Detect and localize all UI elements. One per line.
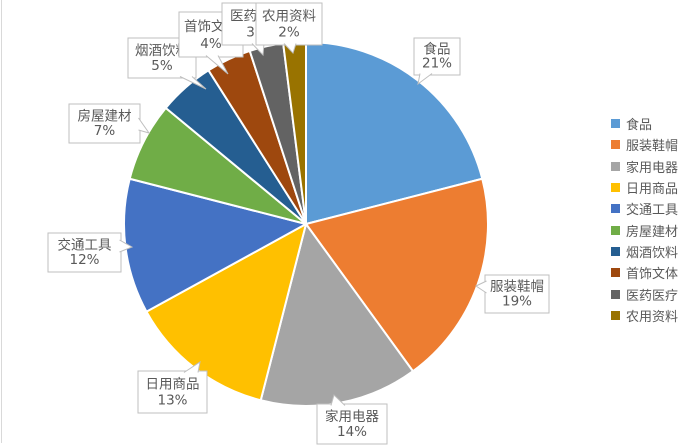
legend-item-medicine-medical[interactable]: 医药医疗 [611,283,678,304]
legend-label: 食品 [626,118,653,134]
legend-label: 家用电器 [626,160,679,176]
data-label-value: 14% [337,424,367,440]
callout-box [137,370,208,414]
legend-label: 房屋建材 [626,224,679,240]
data-label-category: 农用资料 [262,9,316,25]
data-label-category: 房屋建材 [78,108,132,124]
legend-swatch-icon [611,310,620,320]
legend-swatch-icon [611,246,620,256]
callout-box [413,37,461,76]
callout-tail-border [119,239,134,253]
data-label-category: 家用电器 [325,408,379,425]
callout-tail [284,43,296,53]
data-label-value: 13% [157,393,187,409]
data-label-value: 2% [278,25,300,41]
legend-item-clothing-shoes[interactable]: 服装鞋帽 [611,134,678,155]
data-label-category: 日用商品 [146,377,200,393]
legend-item-daily-goods[interactable]: 日用商品 [611,177,678,198]
callout-tail-border [330,394,346,406]
callout-tail [119,240,132,252]
callout-box [484,274,550,314]
legend-label: 服装鞋帽 [626,139,679,155]
legend-swatch-icon [611,119,620,129]
data-label-category: 交通工具 [58,236,112,253]
legend-swatch-icon [611,183,620,193]
callout-tail-border [417,73,433,86]
callout-box [316,403,388,445]
data-label-value: 21% [422,56,452,72]
callout-box [255,2,323,46]
callout-tail-border [283,43,297,54]
data-label-value: 5% [151,58,173,74]
callout-tail-border [179,76,207,90]
chart-area-border [1,0,2,443]
callout-tail-border [205,55,229,75]
legend-swatch-icon [611,161,620,171]
legend-item-agricultural-supplies[interactable]: 农用资料 [611,305,678,326]
callout-tail-border [251,43,265,57]
data-label-category: 服装鞋帽 [490,279,544,295]
callout-tail-border [474,280,487,294]
data-label-value: 4% [200,36,222,52]
legend-swatch-icon [611,225,620,235]
callout-box [47,232,122,273]
legend-item-jewelry-stationery[interactable]: 首饰文体 [611,262,678,283]
legend-label: 农用资料 [626,309,679,325]
data-label-value: 12% [69,252,99,268]
data-label-category: 食品 [424,41,451,58]
data-label-value: 7% [94,123,116,139]
legend-label: 交通工具 [626,203,679,219]
legend-swatch-icon [611,268,620,278]
callout-tail-border [138,117,151,134]
legend-swatch-icon [611,204,620,214]
chart-legend: 食品服装鞋帽家用电器日用商品交通工具房屋建材烟酒饮料首饰文体医药医疗农用资料 [611,113,678,326]
legend-item-transport-tools[interactable]: 交通工具 [611,198,678,219]
callout-tail [331,395,345,406]
legend-item-building-materials[interactable]: 房屋建材 [611,219,678,240]
legend-label: 医药医疗 [626,288,679,304]
legend-swatch-icon [611,289,620,299]
data-label-value: 19% [502,293,532,309]
data-label-category: 烟酒饮料 [135,43,189,59]
legend-label: 日用商品 [626,182,679,198]
legend-label: 烟酒饮料 [626,245,679,261]
callout-tail [476,281,487,293]
callout-tail-border [183,360,201,373]
legend-item-home-appliances[interactable]: 家用电器 [611,156,678,177]
legend-item-tobacco-drinks[interactable]: 烟酒饮料 [611,241,678,262]
legend-item-food[interactable]: 食品 [611,113,678,134]
legend-label: 首饰文体 [626,267,679,283]
legend-swatch-icon [611,140,620,150]
pie-slice-food[interactable] [305,41,484,225]
